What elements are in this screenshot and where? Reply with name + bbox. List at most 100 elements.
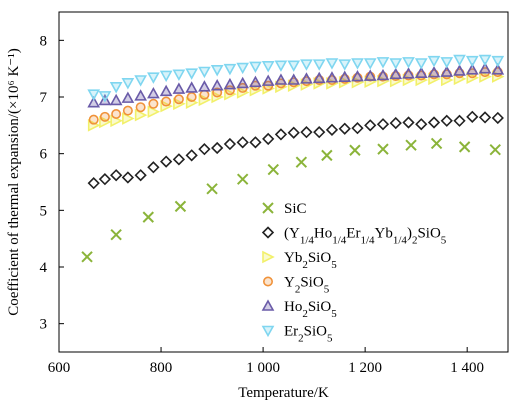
data-point	[414, 66, 428, 78]
data-point	[402, 57, 415, 69]
data-point	[287, 73, 301, 85]
data-point	[402, 67, 415, 79]
x-tick-label: 1 400	[450, 360, 484, 376]
data-point	[274, 73, 288, 85]
data-point	[338, 122, 351, 135]
series-0	[81, 137, 501, 263]
data-point	[122, 105, 133, 116]
data-point	[376, 57, 390, 69]
data-point	[364, 119, 377, 132]
data-point	[223, 137, 237, 151]
data-point	[262, 82, 275, 95]
legend-label: Ho2SiO5	[284, 299, 337, 320]
data-point	[173, 94, 184, 105]
data-point	[261, 74, 275, 86]
legend-label: (Y1/4Ho1/4Er1/4Yb1/4)2SiO5	[284, 226, 447, 247]
data-point	[338, 59, 352, 71]
data-point	[134, 108, 148, 122]
data-point	[160, 155, 173, 168]
data-point	[458, 141, 471, 153]
data-point	[363, 69, 377, 81]
data-point	[109, 82, 123, 94]
y-tick-label: 8	[40, 33, 48, 49]
data-point	[147, 161, 160, 174]
data-point	[172, 153, 186, 166]
data-point	[389, 67, 403, 80]
data-point	[206, 183, 218, 195]
data-point	[351, 58, 364, 70]
data-point	[274, 60, 288, 72]
data-point	[172, 69, 186, 81]
data-point	[236, 76, 250, 89]
data-point	[491, 111, 504, 125]
data-point	[325, 58, 339, 70]
legend-item: Yb2SiO5	[262, 250, 337, 271]
legend-label: SiC	[284, 201, 307, 217]
series-2	[87, 70, 505, 132]
data-point	[402, 116, 415, 129]
data-point	[134, 75, 147, 87]
data-point	[415, 118, 428, 131]
data-point	[159, 84, 173, 97]
data-point	[161, 96, 172, 107]
series-1	[87, 110, 504, 190]
data-point	[186, 92, 197, 103]
data-point	[236, 62, 250, 75]
data-point	[174, 200, 187, 213]
data-point	[491, 63, 505, 75]
data-point	[121, 171, 135, 184]
data-point	[236, 136, 249, 149]
data-point	[427, 65, 441, 78]
y-axis: 3 4 5 6 7 8	[40, 33, 64, 333]
data-point	[147, 72, 160, 84]
y-tick-label: 3	[40, 317, 48, 333]
data-point	[134, 169, 147, 182]
data-point	[249, 61, 262, 74]
legend: SiC (Y1/4Ho1/4Er1/4Yb1/4)2SiO5 Yb2SiO5 Y2Si…	[261, 201, 447, 345]
data-point	[453, 54, 466, 67]
data-point	[377, 143, 389, 155]
legend-item: Er2SiO5	[261, 324, 333, 345]
data-point	[121, 91, 135, 103]
data-point	[313, 126, 326, 139]
data-point	[88, 114, 99, 125]
y-tick-label: 5	[40, 203, 48, 219]
data-point	[148, 98, 159, 109]
data-point	[466, 110, 479, 123]
data-point	[198, 66, 211, 79]
data-point	[185, 81, 199, 93]
data-point	[300, 72, 313, 84]
series-5	[87, 54, 505, 103]
data-point	[287, 126, 300, 139]
legend-marker	[261, 226, 275, 239]
data-point	[300, 78, 314, 91]
legend-marker	[261, 325, 275, 338]
data-point	[198, 143, 211, 156]
data-point	[430, 137, 443, 150]
data-point	[300, 126, 313, 139]
data-point	[109, 93, 123, 106]
data-point	[321, 149, 333, 162]
legend-label: Y2SiO5	[284, 275, 330, 296]
y-tick-label: 4	[40, 260, 48, 276]
data-point	[172, 82, 186, 94]
data-point	[81, 251, 93, 263]
x-tick-label: 1 200	[348, 360, 382, 376]
x-tick-label: 600	[48, 360, 71, 376]
data-point	[261, 61, 275, 73]
data-point	[300, 59, 313, 71]
data-point	[351, 122, 364, 135]
data-point	[376, 118, 390, 131]
x-axis-title: Temperature/K	[238, 385, 329, 401]
data-point	[110, 228, 122, 241]
data-point	[122, 112, 135, 125]
data-point	[262, 132, 275, 146]
data-point	[111, 109, 122, 120]
data-point	[376, 68, 390, 81]
data-point	[87, 89, 101, 101]
y-tick-label: 6	[40, 147, 48, 163]
data-point	[199, 89, 210, 100]
data-point	[414, 58, 428, 70]
data-point	[295, 156, 308, 168]
